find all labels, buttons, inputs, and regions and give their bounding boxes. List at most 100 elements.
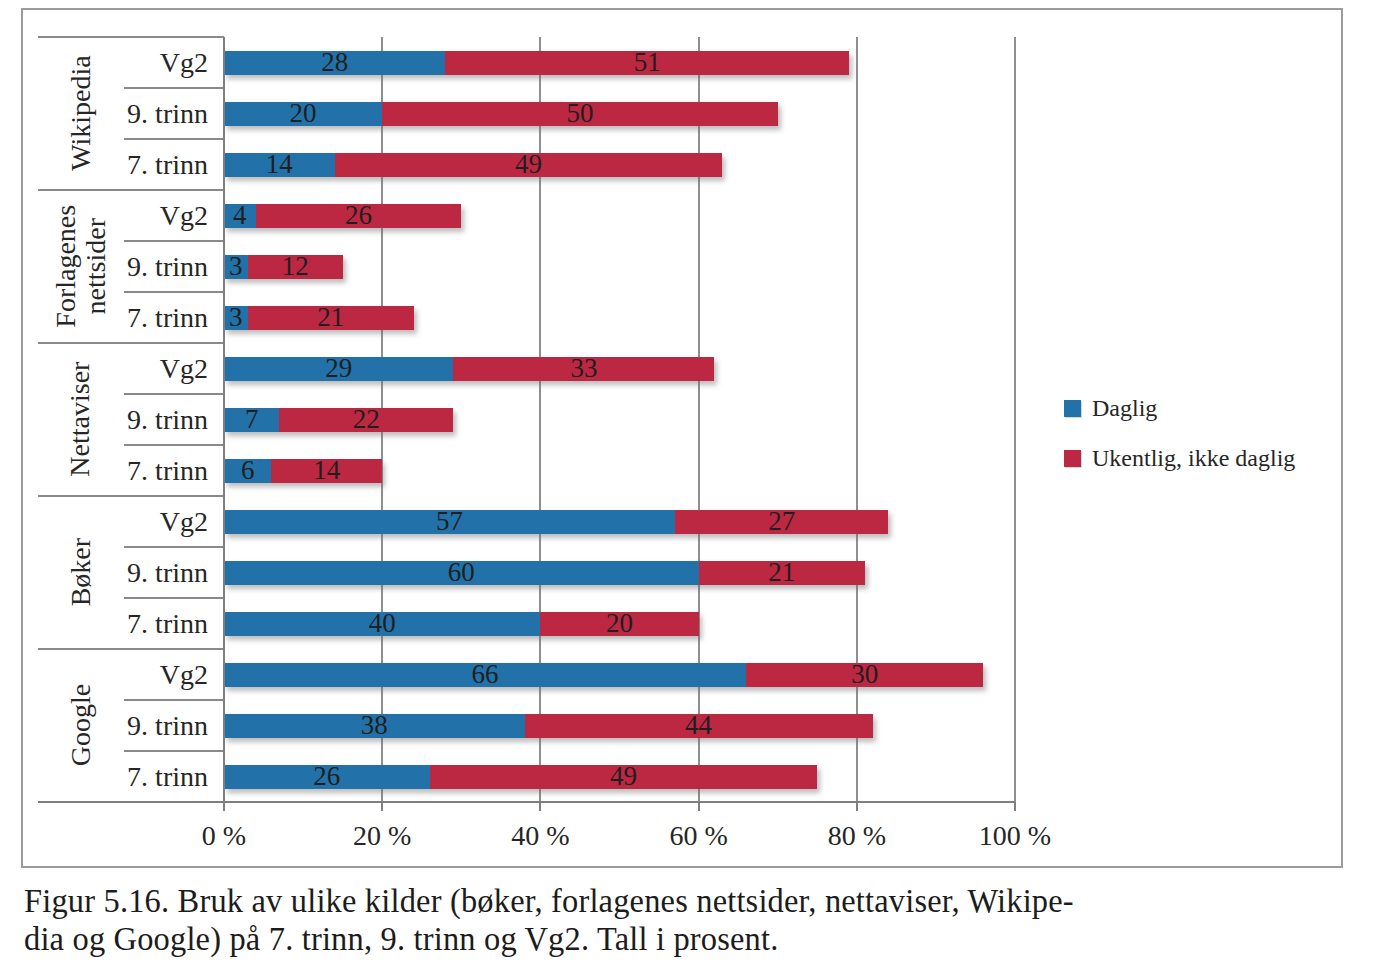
- bar-segment-daglig: 20: [224, 102, 382, 126]
- figure-caption: Figur 5.16. Bruk av ulike kilder (bøker,…: [24, 882, 1074, 958]
- stacked-bar: 57 27: [224, 510, 888, 534]
- stacked-bar: 60 21: [224, 561, 865, 585]
- group-label-text: Google: [66, 682, 96, 768]
- bar-value-label: 6: [241, 457, 255, 484]
- bar-value-label: 27: [768, 508, 795, 535]
- bar-segment-daglig: 57: [224, 510, 675, 534]
- bar-value-label: 38: [361, 712, 388, 739]
- bar-value-label: 26: [345, 202, 372, 229]
- bar-segment-daglig: 14: [224, 153, 335, 177]
- bar-value-label: 28: [321, 49, 348, 76]
- row-separator-line: [124, 87, 224, 89]
- bar-value-label: 21: [768, 559, 795, 586]
- category-group-label: Wikipedia: [38, 37, 124, 190]
- legend-item-daglig: Daglig: [1064, 396, 1295, 420]
- bar-segment-daglig: 60: [224, 561, 699, 585]
- x-axis-tick: [223, 802, 225, 811]
- bar-value-label: 22: [353, 406, 380, 433]
- gridline: [1014, 37, 1016, 802]
- stacked-bar: 4 26: [224, 204, 461, 228]
- bar-value-label: 7: [245, 406, 259, 433]
- row-label: 7. trinn: [124, 292, 208, 343]
- bar-segment-daglig: 26: [224, 765, 430, 789]
- row-separator-line: [124, 138, 224, 140]
- row-separator-line: [124, 597, 224, 599]
- row-label: 7. trinn: [124, 598, 208, 649]
- row-label: Vg2: [124, 190, 208, 241]
- group-separator-line: [38, 648, 224, 650]
- x-axis-tick-label: 20 %: [312, 820, 452, 852]
- x-axis-line: [38, 801, 1015, 803]
- bar-value-label: 60: [448, 559, 475, 586]
- bar-value-label: 3: [229, 304, 243, 331]
- stacked-bar: 66 30: [224, 663, 983, 687]
- row-label: 9. trinn: [124, 394, 208, 445]
- stacked-bar: 6 14: [224, 459, 382, 483]
- bar-segment-ukentlig: 21: [248, 306, 414, 330]
- bar-value-label: 14: [313, 457, 340, 484]
- row-separator-line: [124, 699, 224, 701]
- stacked-bar: 4020: [224, 612, 699, 636]
- bar-segment-ukentlig: 26: [256, 204, 462, 228]
- bar-value-label: 4: [233, 202, 247, 229]
- bar-value-label: 66: [472, 661, 499, 688]
- bar-segment-daglig: 3: [224, 255, 248, 279]
- bar-value-label: 44: [685, 712, 712, 739]
- stacked-bar: 28 51: [224, 51, 849, 75]
- row-separator-line: [124, 291, 224, 293]
- bar-segment-ukentlig: 12: [248, 255, 343, 279]
- bar-segment-ukentlig: 14: [271, 459, 382, 483]
- stacked-bar: 321: [224, 306, 414, 330]
- row-label: 9. trinn: [124, 241, 208, 292]
- bar-segment-daglig: 38: [224, 714, 525, 738]
- row-label: Vg2: [124, 37, 208, 88]
- row-separator-line: [124, 546, 224, 548]
- row-label: 9. trinn: [124, 547, 208, 598]
- bar-segment-ukentlig: 49: [430, 765, 818, 789]
- group-label-text: Nettaviser: [66, 362, 96, 477]
- legend-label-ukentlig: Ukentlig, ikke daglig: [1092, 446, 1295, 470]
- row-label: Vg2: [124, 496, 208, 547]
- category-group-label: Google: [38, 649, 124, 802]
- bar-segment-ukentlig: 49: [335, 153, 723, 177]
- stacked-bar: 38 44: [224, 714, 873, 738]
- x-axis-tick: [1014, 802, 1016, 811]
- x-axis-tick: [698, 802, 700, 811]
- bar-value-label: 33: [570, 355, 597, 382]
- bar-segment-daglig: 40: [224, 612, 540, 636]
- group-separator-line: [38, 36, 224, 38]
- bar-segment-ukentlig: 51: [445, 51, 848, 75]
- stacked-bar: 7 22: [224, 408, 453, 432]
- legend-item-ukentlig: Ukentlig, ikke daglig: [1064, 446, 1295, 470]
- bar-value-label: 14: [266, 151, 293, 178]
- figure-caption-line1: Figur 5.16. Bruk av ulike kilder (bøker,…: [24, 882, 1074, 920]
- bar-value-label: 30: [851, 661, 878, 688]
- x-axis-tick: [856, 802, 858, 811]
- row-label: 7. trinn: [124, 139, 208, 190]
- bar-value-label: 29: [325, 355, 352, 382]
- bar-value-label: 49: [515, 151, 542, 178]
- bar-segment-ukentlig: 33: [453, 357, 714, 381]
- x-axis-tick-label: 40 %: [470, 820, 610, 852]
- bar-value-label: 51: [634, 49, 661, 76]
- x-axis-tick-label: 80 %: [787, 820, 927, 852]
- category-group-label: Forlagenes nettsider: [38, 190, 124, 343]
- chart-legend: Daglig Ukentlig, ikke daglig: [1064, 396, 1295, 496]
- stacked-bar: 2050: [224, 102, 778, 126]
- x-axis-tick-label: 100 %: [945, 820, 1085, 852]
- group-separator-line: [38, 189, 224, 191]
- x-axis-tick: [381, 802, 383, 811]
- figure-page: WikipediaVg228519. trinn20507. trinn1449…: [0, 0, 1384, 978]
- row-label: Vg2: [124, 343, 208, 394]
- row-separator-line: [124, 393, 224, 395]
- bar-segment-ukentlig: 20: [540, 612, 698, 636]
- stacked-bar: 2649: [224, 765, 817, 789]
- group-label-text: Bøker: [66, 529, 96, 615]
- stacked-bar: 14 49: [224, 153, 722, 177]
- bar-segment-ukentlig: 21: [699, 561, 865, 585]
- bar-segment-daglig: 6: [224, 459, 271, 483]
- legend-swatch-ukentlig: [1064, 450, 1081, 467]
- row-label: 9. trinn: [124, 700, 208, 751]
- figure-caption-line2: dia og Google) på 7. trinn, 9. trinn og …: [24, 920, 1074, 958]
- x-axis-tick-label: 60 %: [629, 820, 769, 852]
